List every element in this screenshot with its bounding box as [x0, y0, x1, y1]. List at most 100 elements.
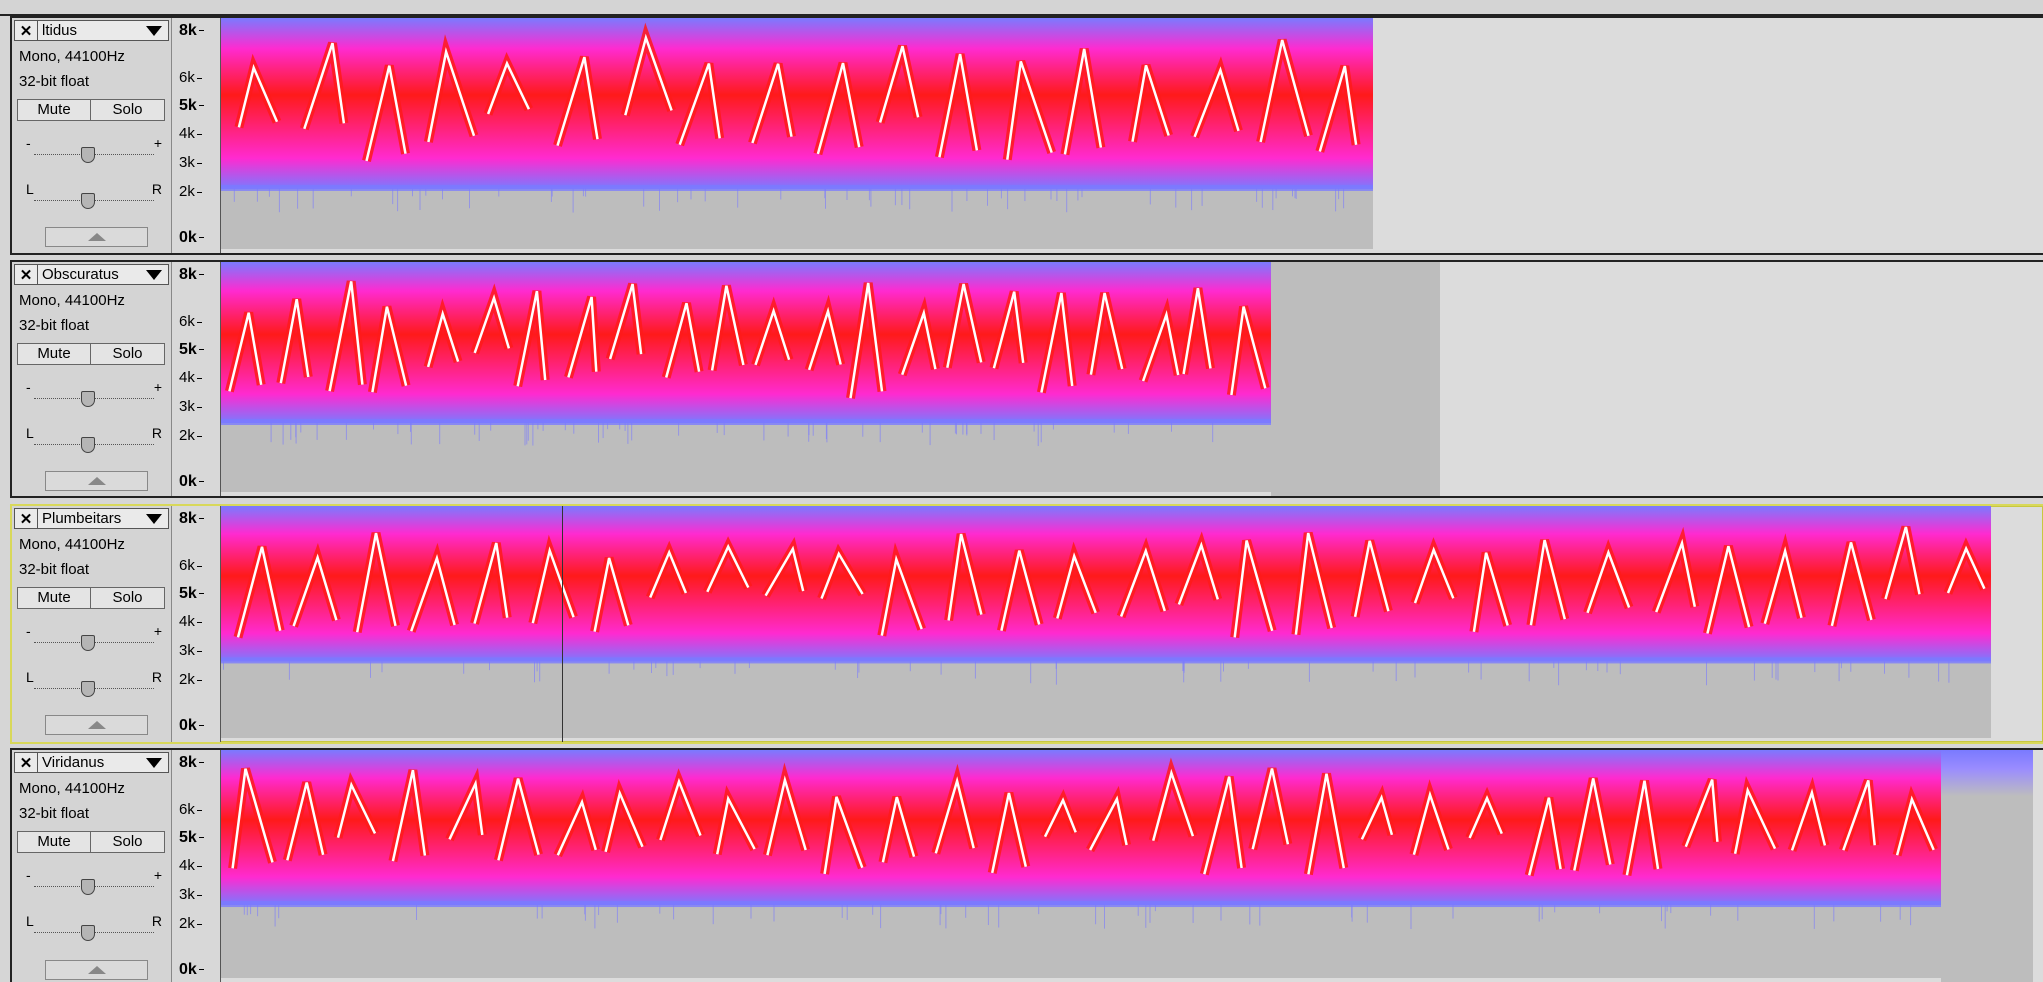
call-trace — [1842, 779, 1876, 851]
call-trace — [807, 306, 842, 371]
call-trace — [1527, 797, 1562, 876]
gain-slider[interactable]: - + — [24, 868, 164, 898]
spectrogram-view[interactable] — [221, 18, 1373, 253]
solo-button[interactable]: Solo — [91, 343, 165, 365]
gain-slider[interactable]: - + — [24, 624, 164, 654]
ruler-label: 4k — [179, 858, 202, 873]
call-trace — [1884, 526, 1921, 600]
spectrogram-graphic — [221, 262, 1271, 492]
call-trace — [849, 282, 884, 399]
track-name[interactable]: Viridanus — [42, 754, 105, 771]
call-trace — [486, 60, 531, 115]
gain-plus-label: + — [153, 379, 162, 395]
track-control-panel: ✕ Obscuratus Mono, 44100Hz 32-bit float … — [12, 262, 172, 496]
ruler-label: 4k — [179, 614, 202, 629]
call-trace — [1040, 292, 1074, 393]
audio-track-viridanus[interactable]: ✕ Viridanus Mono, 44100Hz 32-bit float M… — [10, 748, 2043, 982]
track-name-bar[interactable]: ✕ Plumbeitars — [14, 508, 169, 529]
ruler-label: 6k — [179, 70, 202, 85]
track-name-bar[interactable]: ✕ Viridanus — [14, 752, 169, 773]
gain-slider[interactable]: - + — [24, 380, 164, 410]
mute-button[interactable]: Mute — [17, 831, 91, 853]
call-trace — [1259, 39, 1310, 143]
pan-slider[interactable]: L R — [24, 914, 164, 944]
play-cursor-line[interactable] — [562, 506, 563, 742]
collapse-button[interactable] — [45, 715, 148, 735]
call-trace — [992, 291, 1025, 369]
spectrogram-view[interactable] — [221, 750, 1941, 982]
audio-track-plumbeitars[interactable]: ✕ Plumbeitars Mono, 44100Hz 32-bit float… — [10, 504, 2043, 744]
close-icon[interactable]: ✕ — [15, 509, 38, 528]
gain-minus-label: - — [26, 379, 31, 395]
call-trace — [751, 63, 793, 144]
call-trace — [556, 798, 598, 856]
call-trace — [710, 285, 745, 371]
call-trace — [237, 63, 279, 128]
gain-minus-label: - — [26, 867, 31, 883]
gain-slider-thumb[interactable] — [81, 147, 95, 163]
call-trace — [1294, 532, 1333, 635]
pan-slider[interactable]: L R — [24, 426, 164, 456]
dropdown-arrow-icon[interactable] — [146, 269, 162, 280]
dropdown-arrow-icon[interactable] — [146, 513, 162, 524]
collapse-button[interactable] — [45, 471, 148, 491]
collapse-button[interactable] — [45, 227, 148, 247]
dropdown-arrow-icon[interactable] — [146, 757, 162, 768]
energy-band — [221, 18, 1373, 189]
audio-track-obscuratus[interactable]: ✕ Obscuratus Mono, 44100Hz 32-bit float … — [10, 260, 2043, 498]
collapse-button[interactable] — [45, 960, 148, 980]
call-trace — [901, 308, 937, 376]
dropdown-arrow-icon[interactable] — [146, 25, 162, 36]
close-icon[interactable]: ✕ — [15, 753, 38, 772]
mute-button[interactable]: Mute — [17, 99, 91, 121]
track-control-panel: ✕ ltidus Mono, 44100Hz 32-bit float Mute… — [12, 18, 172, 253]
solo-button[interactable]: Solo — [91, 99, 165, 121]
pan-slider-thumb[interactable] — [81, 193, 95, 209]
solo-button[interactable]: Solo — [91, 831, 165, 853]
gain-slider-thumb[interactable] — [81, 391, 95, 407]
close-icon[interactable]: ✕ — [15, 21, 38, 40]
collapse-arrow-icon — [87, 721, 106, 729]
mute-button[interactable]: Mute — [17, 587, 91, 609]
solo-button[interactable]: Solo — [91, 587, 165, 609]
gain-plus-label: + — [153, 623, 162, 639]
gain-slider-thumb[interactable] — [81, 879, 95, 895]
close-icon[interactable]: ✕ — [15, 265, 38, 284]
track-name[interactable]: Obscuratus — [42, 266, 119, 283]
pan-slider[interactable]: L R — [24, 670, 164, 700]
track-name-bar[interactable]: ✕ Obscuratus — [14, 264, 169, 285]
track-format: Mono, 44100Hz — [19, 536, 125, 553]
audio-track-ltidus[interactable]: ✕ ltidus Mono, 44100Hz 32-bit float Mute… — [10, 16, 2043, 255]
track-name[interactable]: Plumbeitars — [42, 510, 122, 527]
gain-slider-thumb[interactable] — [81, 635, 95, 651]
call-trace — [1151, 768, 1195, 842]
call-trace — [1230, 306, 1267, 396]
track-name-bar[interactable]: ✕ ltidus — [14, 20, 169, 41]
call-trace — [371, 306, 408, 393]
mute-button[interactable]: Mute — [17, 343, 91, 365]
pan-right-label: R — [151, 181, 162, 197]
pan-slider-thumb[interactable] — [81, 437, 95, 453]
track-format: Mono, 44100Hz — [19, 292, 125, 309]
spectrogram-view[interactable] — [221, 506, 1991, 742]
call-trace — [947, 533, 983, 621]
call-trace — [880, 554, 923, 636]
ruler-label: 2k — [179, 672, 202, 687]
call-trace — [1089, 292, 1124, 375]
ruler-label: 0k — [179, 962, 204, 978]
call-trace — [1360, 794, 1394, 840]
track-bitdepth: 32-bit float — [19, 561, 90, 578]
track-name[interactable]: ltidus — [42, 22, 78, 39]
ruler-label: 6k — [179, 314, 202, 329]
call-trace — [938, 53, 979, 158]
pan-slider-thumb[interactable] — [81, 925, 95, 941]
pan-slider[interactable]: L R — [24, 182, 164, 212]
gain-slider[interactable]: - + — [24, 136, 164, 166]
spectrogram-view[interactable] — [221, 262, 1271, 496]
call-trace — [355, 532, 397, 633]
call-trace — [279, 298, 310, 384]
call-trace — [286, 782, 325, 861]
pan-slider-thumb[interactable] — [81, 681, 95, 697]
ruler-label: 3k — [179, 887, 202, 902]
frequency-ruler: 8k 6k 5k 4k 3k 2k 0k — [172, 262, 221, 496]
